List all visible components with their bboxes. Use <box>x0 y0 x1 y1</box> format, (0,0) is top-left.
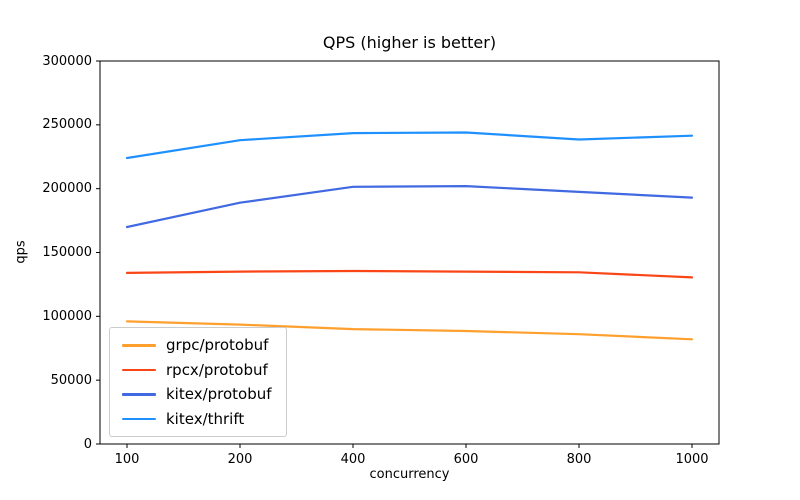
y-tick-label: 300000 <box>42 53 92 69</box>
legend-swatch-grpc-protobuf <box>122 344 156 347</box>
x-tick-label: 100 <box>114 452 140 467</box>
y-tick-label: 100000 <box>42 308 92 324</box>
legend-swatch-rpcx-protobuf <box>122 368 156 371</box>
y-tick-label: 0 <box>83 436 92 452</box>
x-tick-label: 1000 <box>675 452 709 467</box>
series-line-rpcx-protobuf <box>125 269 694 279</box>
series-line-kitex-protobuf <box>125 185 694 229</box>
y-tick-label: 50000 <box>50 372 92 388</box>
y-axis-label: qps <box>13 240 29 264</box>
y-tick-label: 150000 <box>42 245 92 260</box>
legend-label: rpcx/protobuf <box>166 360 268 379</box>
x-tick-label: 200 <box>227 452 253 467</box>
y-tick-label: 250000 <box>42 117 92 133</box>
x-tick-label: 600 <box>453 452 479 467</box>
legend-swatch-kitex-protobuf <box>122 393 156 396</box>
legend-label: grpc/protobuf <box>166 336 269 355</box>
y-tick-label: 200000 <box>42 181 92 197</box>
x-tick-label: 400 <box>340 452 366 467</box>
x-axis-label: concurrency <box>369 467 450 482</box>
legend-item-grpc-protobuf: grpc/protobuf <box>110 336 286 354</box>
legend-item-kitex-protobuf: kitex/protobuf <box>110 385 286 403</box>
legend-label: kitex/thrift <box>166 409 245 428</box>
chart-title: QPS (higher is better) <box>322 33 497 52</box>
legend-swatch-kitex-thrift <box>122 417 156 420</box>
legend: grpc/protobuf rpcx/protobuf kitex/protobuf… <box>109 327 287 437</box>
x-tick-label: 800 <box>566 452 592 467</box>
series-line-kitex-thrift <box>125 131 694 160</box>
legend-item-kitex-thrift: kitex/thrift <box>110 410 286 428</box>
series-line-grpc-protobuf <box>125 320 694 341</box>
legend-item-rpcx-protobuf: rpcx/protobuf <box>110 361 286 379</box>
legend-label: kitex/protobuf <box>166 385 272 404</box>
